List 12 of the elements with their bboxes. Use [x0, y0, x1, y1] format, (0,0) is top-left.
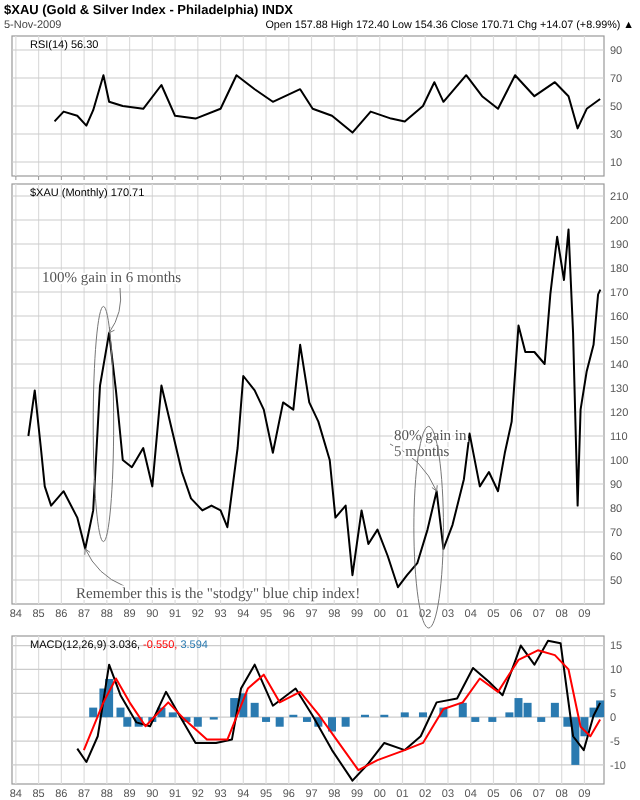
- bar: [250, 702, 259, 718]
- bar: [168, 712, 177, 718]
- bar: [341, 717, 350, 727]
- bar: [418, 712, 427, 718]
- bar: [458, 702, 467, 718]
- line-series: [53, 74, 602, 134]
- bar: [193, 717, 202, 727]
- bar: [327, 717, 336, 732]
- bar: [400, 712, 409, 718]
- line-series: [27, 228, 602, 589]
- bar: [550, 702, 559, 718]
- bar: [275, 717, 284, 727]
